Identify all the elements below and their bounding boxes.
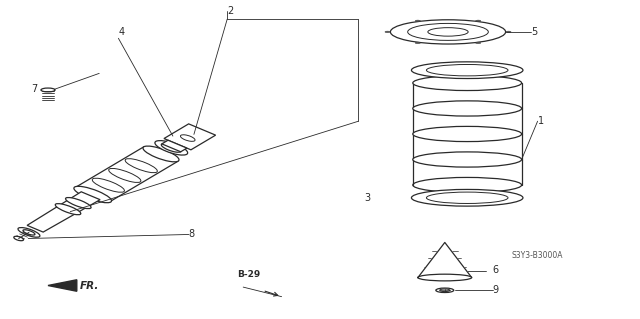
Ellipse shape bbox=[413, 101, 522, 116]
Text: 7: 7 bbox=[31, 84, 37, 94]
Ellipse shape bbox=[180, 135, 195, 141]
Ellipse shape bbox=[476, 20, 481, 22]
Text: S3Y3-B3000A: S3Y3-B3000A bbox=[512, 251, 563, 260]
Ellipse shape bbox=[426, 192, 508, 204]
Ellipse shape bbox=[476, 42, 481, 44]
Ellipse shape bbox=[415, 42, 420, 44]
Ellipse shape bbox=[413, 75, 522, 91]
Ellipse shape bbox=[413, 152, 522, 167]
Ellipse shape bbox=[412, 62, 523, 78]
Ellipse shape bbox=[55, 204, 81, 215]
Ellipse shape bbox=[385, 31, 390, 33]
Ellipse shape bbox=[428, 28, 468, 36]
Ellipse shape bbox=[109, 168, 141, 182]
Ellipse shape bbox=[408, 23, 488, 41]
Ellipse shape bbox=[415, 20, 420, 22]
Ellipse shape bbox=[436, 288, 454, 293]
Text: 1: 1 bbox=[538, 116, 544, 126]
Ellipse shape bbox=[18, 227, 40, 237]
Ellipse shape bbox=[74, 186, 111, 203]
Text: FR.: FR. bbox=[80, 280, 99, 291]
Ellipse shape bbox=[440, 289, 450, 292]
Ellipse shape bbox=[125, 159, 157, 173]
Ellipse shape bbox=[413, 177, 522, 193]
Polygon shape bbox=[76, 147, 178, 202]
Ellipse shape bbox=[390, 20, 506, 44]
Polygon shape bbox=[162, 140, 187, 152]
Ellipse shape bbox=[418, 274, 472, 281]
Ellipse shape bbox=[161, 144, 181, 152]
Text: 5: 5 bbox=[531, 27, 538, 37]
Ellipse shape bbox=[14, 236, 24, 241]
Ellipse shape bbox=[412, 189, 523, 206]
Text: 4: 4 bbox=[118, 27, 125, 37]
Text: 6: 6 bbox=[493, 264, 499, 275]
Ellipse shape bbox=[65, 197, 91, 209]
Ellipse shape bbox=[426, 64, 508, 76]
Polygon shape bbox=[418, 242, 472, 278]
Polygon shape bbox=[27, 192, 100, 232]
Ellipse shape bbox=[92, 178, 124, 192]
Ellipse shape bbox=[23, 230, 35, 235]
Ellipse shape bbox=[506, 31, 511, 33]
Ellipse shape bbox=[41, 88, 55, 92]
Ellipse shape bbox=[413, 126, 522, 142]
Text: 8: 8 bbox=[189, 229, 195, 240]
Polygon shape bbox=[164, 124, 216, 150]
Text: 3: 3 bbox=[365, 193, 371, 203]
Text: 9: 9 bbox=[493, 285, 499, 295]
Ellipse shape bbox=[155, 141, 188, 155]
Text: B-29: B-29 bbox=[237, 270, 260, 279]
Polygon shape bbox=[48, 280, 77, 291]
Text: 2: 2 bbox=[227, 6, 234, 16]
Ellipse shape bbox=[143, 146, 179, 162]
